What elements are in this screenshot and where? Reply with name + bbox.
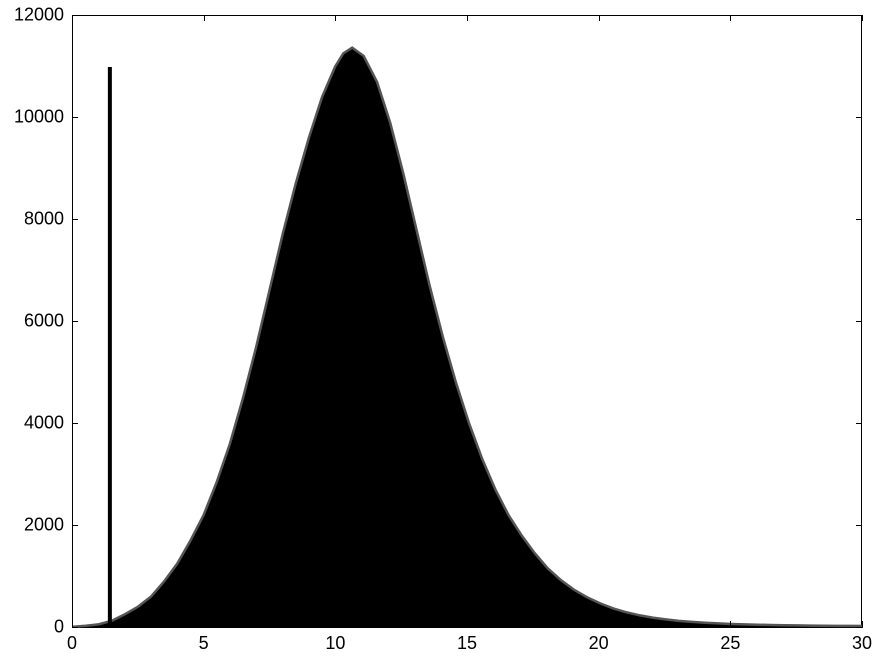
x-tick-label: 25: [720, 633, 740, 654]
y-tick-mark: [856, 321, 862, 322]
x-tick-label: 5: [199, 633, 209, 654]
x-tick-label: 10: [325, 633, 345, 654]
y-tick-mark: [72, 423, 78, 424]
x-tick-mark: [730, 15, 731, 21]
plot-svg: [73, 16, 863, 628]
y-tick-mark: [856, 219, 862, 220]
y-tick-label: 8000: [0, 209, 64, 230]
x-tick-mark: [204, 621, 205, 627]
x-tick-label: 15: [457, 633, 477, 654]
y-tick-label: 4000: [0, 413, 64, 434]
x-tick-mark: [204, 15, 205, 21]
x-tick-mark: [862, 621, 863, 627]
x-tick-mark: [335, 621, 336, 627]
y-tick-mark: [72, 15, 78, 16]
y-tick-mark: [856, 627, 862, 628]
y-tick-mark: [72, 627, 78, 628]
x-tick-mark: [335, 15, 336, 21]
distribution-chart: 0 5 10 15 20 25 30 0 2000 4000 6000 8000 10000 12000: [0, 0, 877, 662]
y-tick-mark: [72, 219, 78, 220]
y-tick-label: 10000: [0, 107, 64, 128]
x-tick-label: 30: [852, 633, 872, 654]
x-tick-mark: [599, 621, 600, 627]
y-tick-mark: [856, 117, 862, 118]
y-tick-mark: [856, 15, 862, 16]
x-tick-label: 0: [67, 633, 77, 654]
x-tick-mark: [862, 15, 863, 21]
y-tick-mark: [72, 525, 78, 526]
y-tick-mark: [856, 525, 862, 526]
y-tick-label: 2000: [0, 515, 64, 536]
plot-area: [72, 15, 862, 627]
x-tick-mark: [599, 15, 600, 21]
x-tick-mark: [467, 621, 468, 627]
x-tick-label: 20: [589, 633, 609, 654]
y-tick-mark: [856, 423, 862, 424]
y-tick-mark: [72, 321, 78, 322]
y-tick-label: 6000: [0, 311, 64, 332]
y-tick-mark: [72, 117, 78, 118]
x-tick-mark: [730, 621, 731, 627]
y-tick-label: 12000: [0, 5, 64, 26]
x-tick-mark: [467, 15, 468, 21]
y-tick-label: 0: [0, 617, 64, 638]
